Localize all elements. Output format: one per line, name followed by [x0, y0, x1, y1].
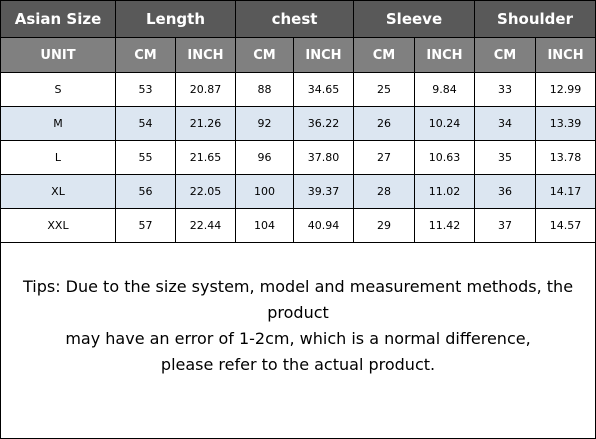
- header-cell: chest: [235, 0, 354, 38]
- data-cell: 55: [115, 140, 176, 175]
- tips-cell: Tips: Due to the size system, model and …: [0, 242, 596, 439]
- data-cell: 57: [115, 208, 176, 243]
- data-cell: 39.37: [293, 174, 354, 209]
- data-cell: 36.22: [293, 106, 354, 141]
- data-cell: 13.78: [534, 140, 596, 175]
- unit-cell: CM: [474, 37, 536, 73]
- data-cell: 21.65: [175, 140, 236, 175]
- header-row: Asian Size Length chest Sleeve Shoulder: [0, 0, 596, 38]
- data-cell: 34.65: [293, 72, 354, 107]
- data-cell: 22.05: [175, 174, 236, 209]
- data-cell: 53: [115, 72, 176, 107]
- data-cell: 54: [115, 106, 176, 141]
- data-row: XL 56 22.05 100 39.37 28 11.02 36 14.17: [0, 174, 596, 209]
- data-cell: 40.94: [293, 208, 354, 243]
- data-cell: 37: [474, 208, 536, 243]
- data-cell: S: [0, 72, 116, 107]
- data-row: S 53 20.87 88 34.65 25 9.84 33 12.99: [0, 72, 596, 107]
- data-cell: 20.87: [175, 72, 236, 107]
- data-cell: 26: [353, 106, 415, 141]
- data-cell: 14.17: [534, 174, 596, 209]
- header-cell: Length: [115, 0, 236, 38]
- data-cell: 34: [474, 106, 536, 141]
- unit-cell: INCH: [534, 37, 596, 73]
- tips-row: Tips: Due to the size system, model and …: [0, 242, 596, 439]
- data-row: M 54 21.26 92 36.22 26 10.24 34 13.39: [0, 106, 596, 141]
- data-cell: 35: [474, 140, 536, 175]
- data-cell: 88: [235, 72, 294, 107]
- data-cell: 28: [353, 174, 415, 209]
- header-cell: Shoulder: [473, 0, 596, 38]
- unit-cell: INCH: [175, 37, 236, 73]
- data-cell: XL: [0, 174, 116, 209]
- unit-cell: CM: [353, 37, 415, 73]
- data-cell: 104: [235, 208, 294, 243]
- tips-line: may have an error of 1-2cm, which is a n…: [65, 328, 531, 348]
- data-cell: 14.57: [534, 208, 596, 243]
- data-cell: 25: [353, 72, 415, 107]
- data-cell: 56: [115, 174, 176, 209]
- data-cell: L: [0, 140, 116, 175]
- data-cell: 33: [474, 72, 536, 107]
- unit-cell: INCH: [414, 37, 475, 73]
- unit-cell: UNIT: [0, 37, 116, 73]
- data-row: XXL 57 22.44 104 40.94 29 11.42 37 14.57: [0, 208, 596, 243]
- data-cell: 9.84: [414, 72, 475, 107]
- data-cell: 36: [474, 174, 536, 209]
- data-cell: 29: [353, 208, 415, 243]
- data-cell: 37.80: [293, 140, 354, 175]
- unit-cell: INCH: [293, 37, 354, 73]
- data-cell: 22.44: [175, 208, 236, 243]
- data-cell: 10.24: [414, 106, 475, 141]
- data-cell: 96: [235, 140, 294, 175]
- data-cell: 12.99: [534, 72, 596, 107]
- data-cell: 27: [353, 140, 415, 175]
- tips-line: please refer to the actual product.: [160, 354, 436, 374]
- tips-line: Tips: Due to the size system, model and …: [22, 276, 574, 322]
- data-cell: 92: [235, 106, 294, 141]
- data-cell: 10.63: [414, 140, 475, 175]
- data-cell: 11.02: [414, 174, 475, 209]
- data-row: L 55 21.65 96 37.80 27 10.63 35 13.78: [0, 140, 596, 175]
- header-cell: Asian Size: [0, 0, 116, 38]
- unit-row: UNIT CM INCH CM INCH CM INCH CM INCH: [0, 37, 596, 73]
- data-cell: M: [0, 106, 116, 141]
- unit-cell: CM: [235, 37, 294, 73]
- data-cell: 21.26: [175, 106, 236, 141]
- data-cell: XXL: [0, 208, 116, 243]
- data-cell: 11.42: [414, 208, 475, 243]
- unit-cell: CM: [115, 37, 176, 73]
- data-cell: 13.39: [534, 106, 596, 141]
- data-cell: 100: [235, 174, 294, 209]
- header-cell: Sleeve: [353, 0, 475, 38]
